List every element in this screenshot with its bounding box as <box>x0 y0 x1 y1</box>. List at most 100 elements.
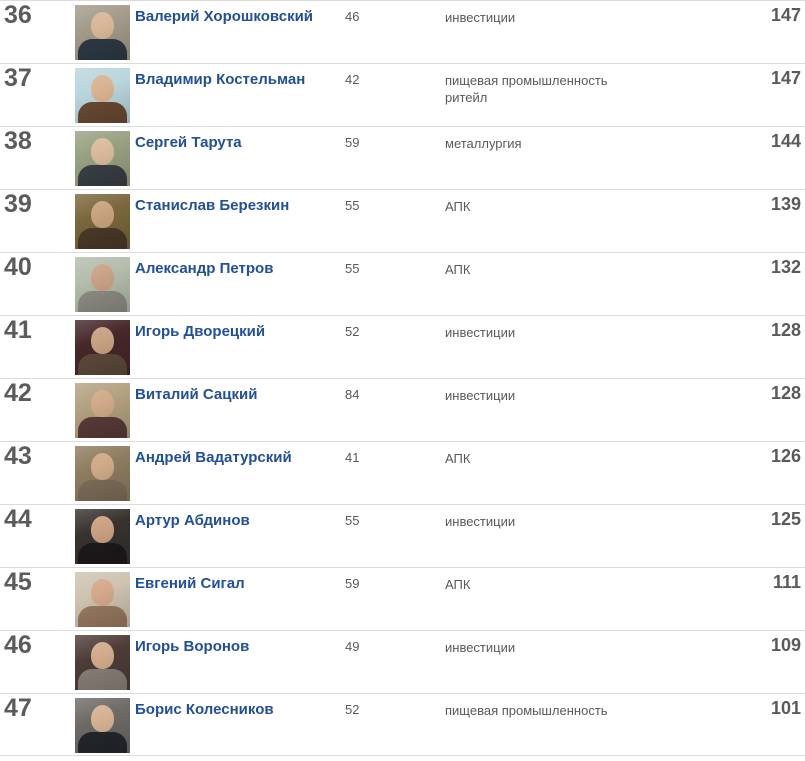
portrait-head-shape <box>91 201 114 228</box>
rank-number: 45 <box>4 568 32 596</box>
portrait-photo[interactable] <box>75 572 130 627</box>
person-name-link[interactable]: Сергей Тарута <box>135 134 242 151</box>
portrait-torso-shape <box>78 165 127 186</box>
list-item: 42 Виталий Сацкий 84 инвестиции 128 <box>0 378 805 441</box>
age-value: 49 <box>345 639 360 654</box>
portrait-photo[interactable] <box>75 194 130 249</box>
rank-number: 37 <box>4 64 32 92</box>
wealth-value: 101 <box>770 698 801 718</box>
industry-label: инвестиции <box>445 640 516 655</box>
portrait-sheen-overlay <box>75 320 130 375</box>
age-value: 84 <box>345 387 360 402</box>
rank-number: 43 <box>4 442 32 470</box>
portrait-head-shape <box>91 642 114 669</box>
wealth-value: 126 <box>770 446 801 466</box>
age-value: 52 <box>345 702 360 717</box>
portrait-photo[interactable] <box>75 509 130 564</box>
rank-number: 46 <box>4 631 32 659</box>
portrait-sheen-overlay <box>75 68 130 123</box>
industry-label: инвестиции <box>445 325 516 340</box>
person-name-link[interactable]: Андрей Вадатурский <box>135 449 292 466</box>
list-item: 39 Станислав Березкин 55 АПК 139 <box>0 189 805 252</box>
portrait-sheen-overlay <box>75 257 130 312</box>
portrait-torso-shape <box>78 669 127 690</box>
portrait-photo[interactable] <box>75 68 130 123</box>
portrait-torso-shape <box>78 480 127 501</box>
list-item: 44 Артур Абдинов 55 инвестиции 125 <box>0 504 805 567</box>
age-value: 42 <box>345 72 360 87</box>
portrait-sheen-overlay <box>75 572 130 627</box>
industry-label: пищевая промышленность ритейл <box>445 73 608 105</box>
portrait-photo[interactable] <box>75 698 130 753</box>
list-item: 38 Сергей Тарута 59 металлургия 144 <box>0 126 805 189</box>
portrait-head-shape <box>91 264 114 291</box>
wealth-value: 128 <box>770 320 801 340</box>
age-value: 52 <box>345 324 360 339</box>
portrait-sheen-overlay <box>75 698 130 753</box>
wealth-value: 111 <box>772 572 801 592</box>
portrait-head-shape <box>91 12 114 39</box>
industry-label: инвестиции <box>445 10 516 25</box>
age-value: 46 <box>345 9 360 24</box>
rank-number: 42 <box>4 379 32 407</box>
portrait-head-shape <box>91 327 114 354</box>
industry-label: пищевая промышленность <box>445 703 608 718</box>
portrait-head-shape <box>91 390 114 417</box>
portrait-head-shape <box>91 705 114 732</box>
person-name-link[interactable]: Артур Абдинов <box>135 512 250 529</box>
portrait-sheen-overlay <box>75 446 130 501</box>
portrait-sheen-overlay <box>75 383 130 438</box>
wealth-value: 132 <box>770 257 801 277</box>
list-item: 43 Андрей Вадатурский 41 АПК 126 <box>0 441 805 504</box>
portrait-photo[interactable] <box>75 5 130 60</box>
person-name-link[interactable]: Александр Петров <box>135 260 274 277</box>
portrait-head-shape <box>91 516 114 543</box>
person-name-link[interactable]: Виталий Сацкий <box>135 386 258 403</box>
age-value: 59 <box>345 576 360 591</box>
wealth-value: 147 <box>770 5 801 25</box>
age-value: 55 <box>345 261 360 276</box>
portrait-head-shape <box>91 453 114 480</box>
rank-number: 36 <box>4 1 32 29</box>
person-name-link[interactable]: Станислав Березкин <box>135 197 290 214</box>
person-name-link[interactable]: Борис Колесников <box>135 701 274 718</box>
portrait-torso-shape <box>78 291 127 312</box>
portrait-torso-shape <box>78 228 127 249</box>
list-item: 37 Владимир Костельман 42 пищевая промыш… <box>0 63 805 126</box>
rank-number: 38 <box>4 127 32 155</box>
industry-label: инвестиции <box>445 514 516 529</box>
rank-number: 41 <box>4 316 32 344</box>
list-item: 47 Борис Колесников 52 пищевая промышлен… <box>0 693 805 756</box>
age-value: 55 <box>345 198 360 213</box>
rank-number: 47 <box>4 694 32 722</box>
rank-number: 40 <box>4 253 32 281</box>
portrait-sheen-overlay <box>75 5 130 60</box>
rank-number: 39 <box>4 190 32 218</box>
portrait-sheen-overlay <box>75 194 130 249</box>
wealth-value: 109 <box>770 635 801 655</box>
portrait-photo[interactable] <box>75 131 130 186</box>
portrait-photo[interactable] <box>75 320 130 375</box>
person-name-link[interactable]: Валерий Хорошковский <box>135 8 314 25</box>
industry-label: АПК <box>445 199 471 214</box>
industry-label: АПК <box>445 262 471 277</box>
person-name-link[interactable]: Владимир Костельман <box>135 71 306 88</box>
portrait-photo[interactable] <box>75 257 130 312</box>
person-name-link[interactable]: Игорь Воронов <box>135 638 250 655</box>
wealth-value: 144 <box>770 131 801 151</box>
wealth-value: 125 <box>770 509 801 529</box>
portrait-head-shape <box>91 75 114 102</box>
list-item: 45 Евгений Сигал 59 АПК 111 <box>0 567 805 630</box>
portrait-sheen-overlay <box>75 635 130 690</box>
portrait-photo[interactable] <box>75 635 130 690</box>
person-name-link[interactable]: Игорь Дворецкий <box>135 323 266 340</box>
age-value: 55 <box>345 513 360 528</box>
portrait-photo[interactable] <box>75 446 130 501</box>
age-value: 41 <box>345 450 360 465</box>
list-item: 41 Игорь Дворецкий 52 инвестиции 128 <box>0 315 805 378</box>
portrait-torso-shape <box>78 102 127 123</box>
portrait-photo[interactable] <box>75 383 130 438</box>
portrait-sheen-overlay <box>75 509 130 564</box>
person-name-link[interactable]: Евгений Сигал <box>135 575 245 592</box>
